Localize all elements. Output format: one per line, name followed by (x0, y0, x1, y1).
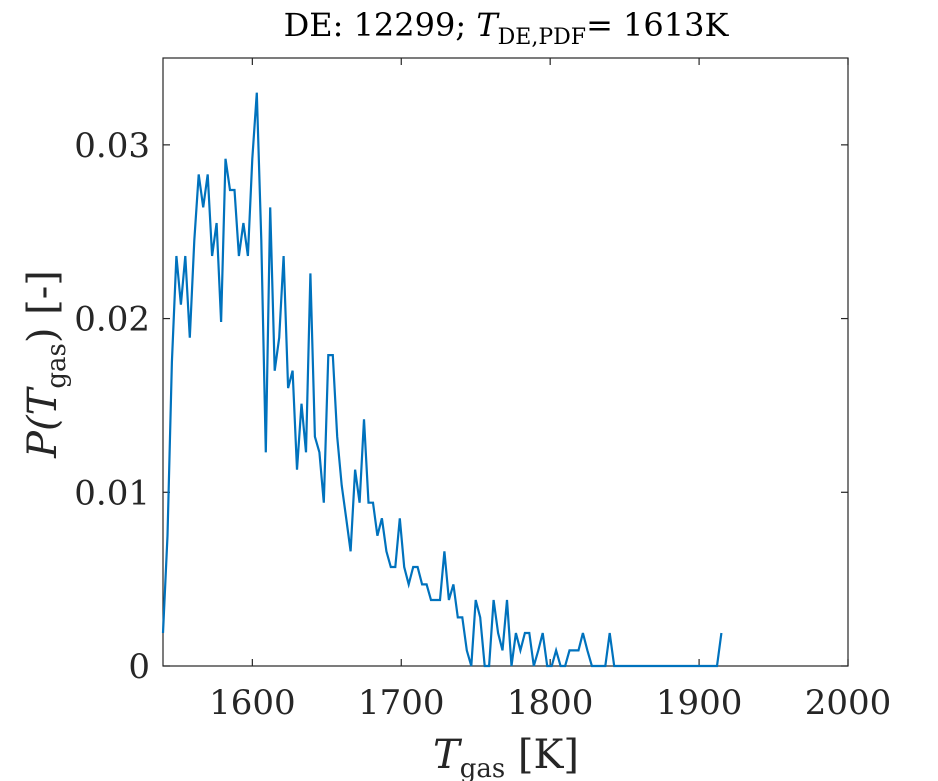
plot-area (162, 57, 849, 667)
x-axis-label-unit: [K] (505, 732, 579, 778)
x-axis-label: Tgas [K] (433, 732, 579, 781)
x-tick-label: 2000 (805, 683, 892, 723)
chart-title-prefix: DE: 12299; (284, 6, 477, 44)
x-axis-label-subscript: gas (460, 754, 506, 781)
chart-title-variable: T (476, 6, 500, 44)
x-tick-label: 1700 (358, 683, 445, 723)
y-axis-label-unit: ) [-] (20, 270, 66, 343)
y-tick-label: 0.02 (74, 300, 150, 340)
y-axis-label-variable: T (20, 385, 66, 415)
chart-title-subscript: DE,PDF (498, 25, 586, 50)
y-axis-ticks: 0 0.01 0.02 0.03 (74, 126, 848, 687)
y-axis-label: P(Tgas) [-] (20, 270, 72, 459)
series-line (161, 92, 723, 668)
y-tick-label: 0.03 (74, 126, 150, 166)
y-tick-label: 0 (128, 647, 150, 687)
y-axis-label-function: P( (20, 414, 66, 459)
x-axis-label-variable: T (433, 732, 463, 778)
y-axis-label-subscript: gas (42, 343, 72, 389)
x-tick-label: 1900 (656, 683, 743, 723)
x-tick-label: 1800 (507, 683, 594, 723)
y-tick-label: 0.01 (74, 473, 150, 513)
chart-title: DE: 12299; TDE,PDF= 1613K (284, 6, 730, 50)
x-tick-label: 1600 (209, 683, 296, 723)
chart-title-suffix: = 1613K (586, 6, 729, 44)
plot-frame (162, 57, 849, 667)
x-axis-ticks: 1600 1700 1800 1900 2000 (209, 58, 891, 723)
